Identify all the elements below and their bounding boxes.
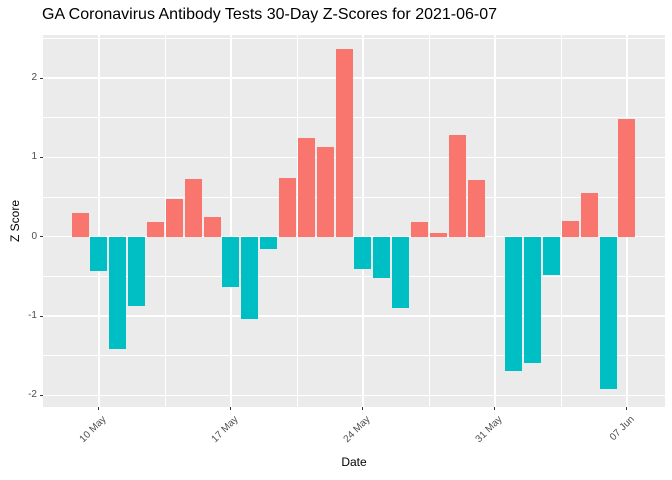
y-tick-mark: [40, 236, 43, 238]
gridline-minor-h: [43, 355, 665, 357]
x-tick-label: 31 May: [473, 414, 505, 445]
gridline-minor-h: [43, 37, 665, 39]
x-axis-title: Date: [341, 455, 367, 469]
x-tick-label: 17 May: [209, 414, 241, 445]
bar: [448, 135, 466, 237]
gridline-major-h: [43, 394, 665, 397]
y-tick-mark: [40, 394, 43, 396]
gridline-minor-v: [296, 35, 298, 407]
y-tick-label: 0: [31, 230, 37, 242]
bar: [147, 221, 165, 237]
gridline-major-h: [43, 156, 665, 159]
bar: [165, 198, 183, 237]
bar: [203, 216, 221, 237]
bar: [316, 147, 334, 237]
bar: [524, 236, 542, 363]
x-tick-label: 10 May: [77, 414, 109, 445]
gridline-minor-h: [43, 275, 665, 277]
x-tick-label: 24 May: [341, 414, 373, 445]
bar: [543, 236, 561, 275]
bar: [90, 236, 108, 271]
y-tick-mark: [40, 77, 43, 79]
y-tick-mark: [40, 156, 43, 158]
chart-title: GA Coronavirus Antibody Tests 30-Day Z-S…: [42, 6, 498, 23]
gridline-minor-v: [560, 35, 562, 407]
gridline-major-v: [494, 35, 496, 407]
x-tick-mark: [98, 407, 100, 410]
y-tick-label: -1: [28, 310, 37, 322]
gridline-minor-v: [164, 35, 166, 407]
bar: [297, 137, 315, 237]
bar: [561, 220, 579, 237]
gridline-minor-v: [428, 35, 430, 407]
x-tick-mark: [230, 407, 232, 410]
bar: [128, 236, 146, 306]
bar: [505, 236, 523, 371]
bar: [71, 212, 89, 237]
bar: [222, 236, 240, 288]
bar: [373, 236, 391, 278]
x-tick-mark: [626, 407, 628, 410]
x-tick-mark: [362, 407, 364, 410]
y-tick-label: 1: [31, 151, 37, 163]
bar: [241, 236, 259, 320]
bar: [392, 236, 410, 309]
gridline-major-v: [98, 35, 100, 407]
gridline-major-h: [43, 315, 665, 317]
bar: [335, 49, 353, 237]
gridline-major-v: [230, 35, 232, 407]
bar: [411, 221, 429, 237]
y-tick-mark: [40, 315, 43, 317]
bar: [109, 236, 127, 350]
bar: [184, 178, 202, 237]
bar: [599, 236, 617, 389]
gridline-major-h: [43, 236, 665, 238]
bar: [429, 232, 447, 237]
bar: [467, 180, 485, 237]
x-tick-mark: [494, 407, 496, 410]
x-tick-label: 07 Jun: [607, 414, 637, 444]
plot-panel: [43, 35, 665, 407]
y-axis-title: Z Score: [8, 199, 22, 243]
gridline-major-v: [362, 35, 364, 407]
bar: [580, 193, 598, 237]
y-tick-label: -2: [28, 389, 37, 401]
gridline-minor-h: [43, 117, 665, 119]
y-tick-label: 2: [31, 72, 37, 84]
bar: [279, 177, 297, 237]
gridline-major-h: [43, 77, 665, 79]
bar: [354, 236, 372, 270]
gridline-minor-h: [43, 196, 665, 198]
bar: [260, 236, 278, 249]
bar: [618, 119, 636, 237]
